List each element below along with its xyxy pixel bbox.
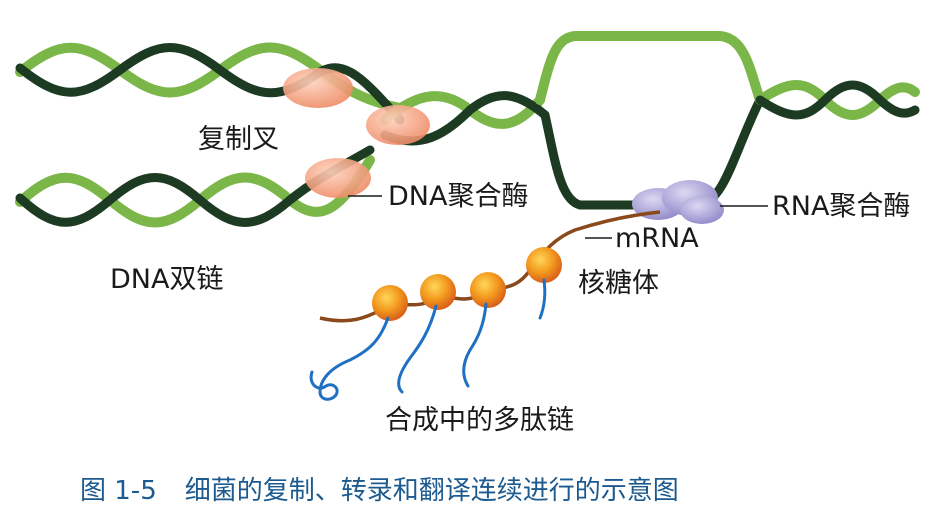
polypeptide-chains: [309, 278, 547, 401]
leader-lines: [348, 195, 768, 239]
rna-polymerase: [632, 180, 724, 224]
label-polypeptide: 合成中的多肽链: [385, 405, 574, 436]
ribosome-1: [372, 285, 408, 321]
ribosome-2: [420, 274, 456, 310]
label-rna-polymerase: RNA聚合酶: [772, 191, 911, 222]
dna-polymerase-group: [283, 68, 430, 198]
label-replication-fork: 复制叉: [198, 124, 279, 155]
ribosome-3: [470, 272, 506, 308]
ribosome-group: [372, 247, 562, 321]
label-mrna: mRNA: [615, 223, 699, 254]
label-dna-polymerase: DNA聚合酶: [388, 181, 529, 212]
caption-text: 细菌的复制、转录和翻译连续进行的示意图: [184, 476, 679, 506]
dna-polymerase-3: [305, 158, 371, 198]
ribosome-4: [526, 247, 562, 283]
label-dna-double-strand: DNA双链: [110, 264, 224, 295]
dna-polymerase-2: [366, 105, 430, 145]
figure-caption: 图 1-5 细菌的复制、转录和翻译连续进行的示意图: [80, 478, 679, 504]
dna-polymerase-1: [283, 68, 353, 108]
right-dna: [755, 80, 920, 120]
label-ribosome: 核糖体: [578, 268, 659, 299]
lower-daughter-dna: [15, 145, 375, 228]
diagram-canvas: [15, 31, 920, 401]
caption-number: 图 1-5: [80, 476, 157, 506]
transcription-bubble: [535, 31, 765, 210]
